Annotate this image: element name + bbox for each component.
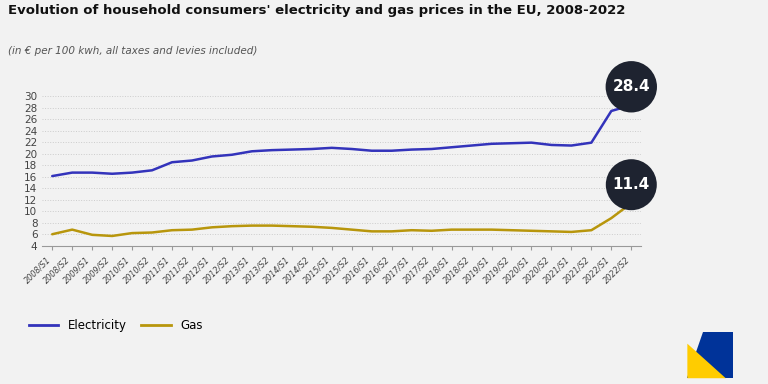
Legend: Electricity, Gas: Electricity, Gas <box>24 314 207 337</box>
Text: (in € per 100 kwh, all taxes and levies included): (in € per 100 kwh, all taxes and levies … <box>8 46 257 56</box>
Text: 28.4: 28.4 <box>613 79 650 103</box>
Text: 11.4: 11.4 <box>613 177 650 200</box>
Text: Evolution of household consumers' electricity and gas prices in the EU, 2008-202: Evolution of household consumers' electr… <box>8 4 625 17</box>
